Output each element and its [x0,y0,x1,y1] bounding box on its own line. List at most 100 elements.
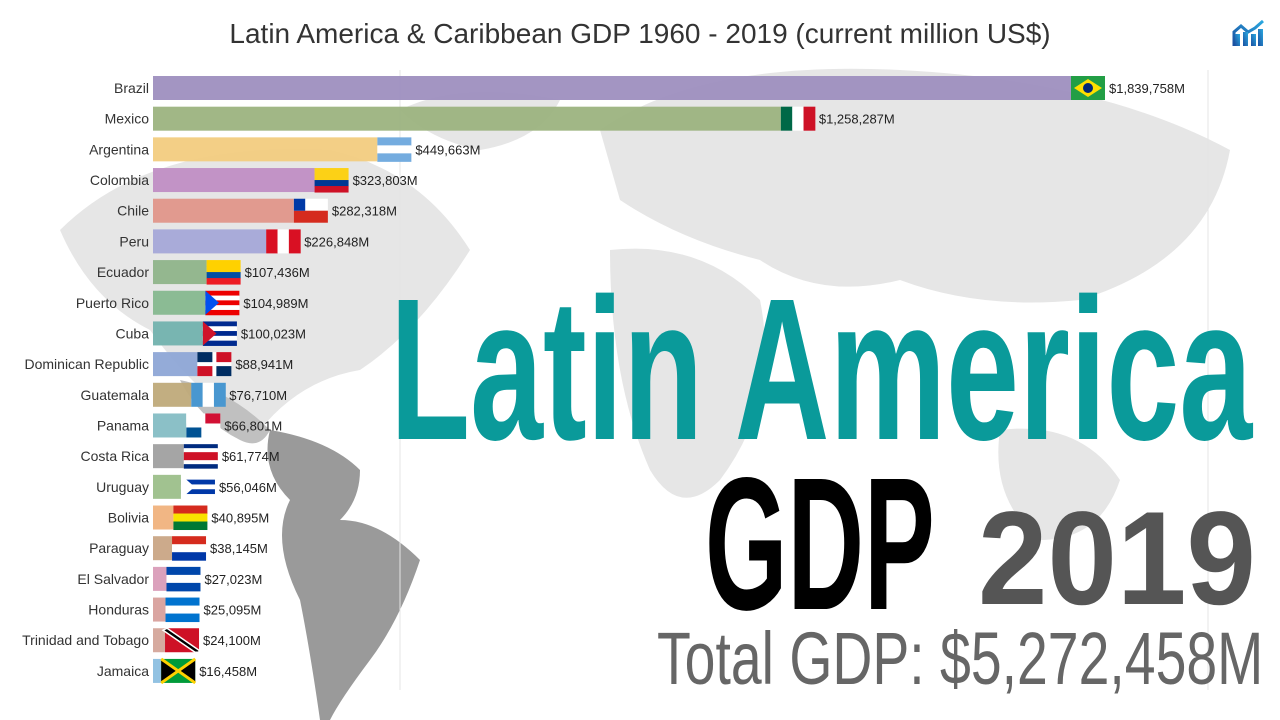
flag-icon [180,474,215,500]
category-label: El Salvador [77,571,149,587]
value-label: $38,145M [210,541,268,556]
bar-row: Colombia $323,803M [90,168,418,193]
bar-row: Trinidad and Tobago $24,100M [22,627,261,653]
bar [153,597,166,622]
value-label: $104,989M [243,296,308,311]
category-label: Mexico [105,111,150,127]
value-label: $226,848M [304,234,369,249]
bar [153,628,166,653]
bar [153,260,207,285]
bar-row: Uruguay $56,046M [96,474,277,500]
category-label: Chile [117,203,149,219]
bar [153,505,174,530]
bar [153,352,198,377]
flag-icon [183,444,218,469]
value-label: $107,436M [245,265,310,280]
headline-text: Latin America [390,256,1253,482]
bar [153,198,294,223]
chart-title: Latin America & Caribbean GDP 1960 - 201… [229,18,1051,49]
category-label: Brazil [114,80,149,96]
bar [153,290,206,315]
flag-icon [165,597,200,623]
bar [153,474,181,499]
bar [153,106,781,131]
flag-icon [160,657,197,685]
bar-row: Mexico $1,258,287M [105,106,895,131]
flag-icon [202,321,237,346]
value-label: $76,710M [229,388,287,403]
flag-icon [293,198,328,223]
bar-row: El Salvador $27,023M [77,566,262,592]
category-label: Trinidad and Tobago [22,632,149,648]
category-label: Paraguay [89,540,149,556]
bar-row: Costa Rica $61,774M [81,444,280,469]
category-label: Argentina [89,141,149,157]
category-label: Peru [119,233,149,249]
flag-icon [377,137,412,162]
bar-row: Argentina $449,663M [89,137,480,162]
value-label: $1,258,287M [819,112,895,127]
value-label: $282,318M [332,204,397,219]
flag-icon [266,229,301,254]
bar-row: Honduras $25,095M [88,597,261,623]
total-gdp-text: Total GDP: $5,272,458M [657,617,1264,700]
bar [153,566,167,591]
flag-icon [314,168,349,193]
bar-row: Peru $226,848M [119,229,369,254]
category-label: Guatemala [81,387,150,403]
flag-icon [186,413,221,438]
flag-icon [206,260,241,285]
value-label: $61,774M [222,449,280,464]
bar [153,413,187,438]
category-label: Colombia [90,172,149,188]
bar-row: Brazil $1,839,758M [114,76,1185,100]
category-label: Jamaica [97,663,149,679]
year-text: 2019 [978,485,1256,633]
value-label: $56,046M [219,480,277,495]
gdp-text: GDP [705,439,935,650]
value-label: $66,801M [224,418,282,433]
bar-row: Panama $66,801M [97,413,282,438]
bar-row: Paraguay $38,145M [89,536,268,561]
bar [153,137,378,162]
flag-icon [191,382,226,407]
flag-icon [1071,76,1105,100]
category-label: Bolivia [108,510,149,526]
value-label: $24,100M [203,633,261,648]
value-label: $27,023M [204,572,262,587]
bar-row: Jamaica $16,458M [97,657,257,685]
bar [153,658,162,683]
bar [153,321,203,346]
flag-icon [161,627,200,653]
value-label: $323,803M [353,173,418,188]
value-label: $100,023M [241,326,306,341]
value-label: $88,941M [235,357,293,372]
category-label: Cuba [116,325,150,341]
value-label: $1,839,758M [1109,81,1185,96]
category-label: Puerto Rico [76,295,149,311]
bar [153,382,192,407]
bar-row: Chile $282,318M [117,198,397,223]
flag-icon [166,566,201,592]
bar [153,536,173,561]
bar-row: Cuba $100,023M [116,321,306,346]
value-label: $449,663M [415,142,480,157]
bar-row: Guatemala $76,710M [81,382,287,407]
category-label: Honduras [88,602,149,618]
flag-icon [172,536,207,561]
bar [153,168,315,193]
value-label: $40,895M [211,511,269,526]
bar-row: Ecuador $107,436M [97,260,310,285]
value-label: $16,458M [199,664,257,679]
category-label: Panama [97,417,149,433]
flag-icon [173,505,208,531]
bar [153,76,1071,100]
flag-icon [205,290,240,316]
flag-icon [780,106,816,131]
bar [153,444,184,469]
category-label: Dominican Republic [24,356,149,372]
chart-growth-icon [1232,19,1264,46]
